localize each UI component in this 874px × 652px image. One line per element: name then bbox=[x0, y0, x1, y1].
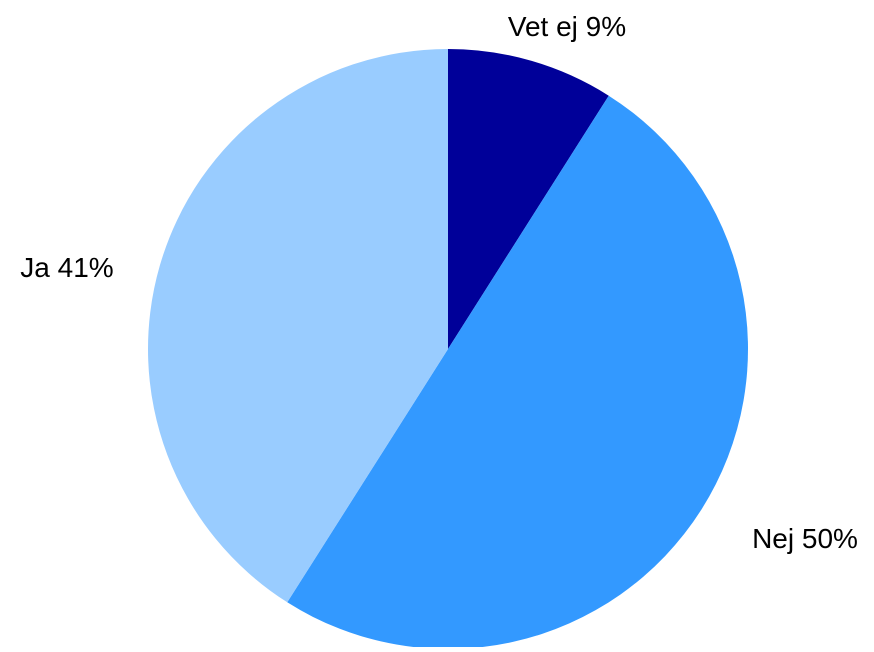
pie-slices bbox=[147, 49, 748, 650]
slice-label-vet-ej: Vet ej 9% bbox=[508, 11, 626, 42]
pie-slice-vet-ej bbox=[448, 49, 609, 349]
slice-label-ja: Ja 41% bbox=[20, 252, 113, 283]
pie-labels: Vet ej 9% Nej 50% Ja 41% bbox=[20, 11, 858, 554]
pie-slice-nej bbox=[287, 95, 748, 650]
slice-label-nej: Nej 50% bbox=[752, 523, 858, 554]
pie-slice-ja bbox=[147, 49, 448, 603]
